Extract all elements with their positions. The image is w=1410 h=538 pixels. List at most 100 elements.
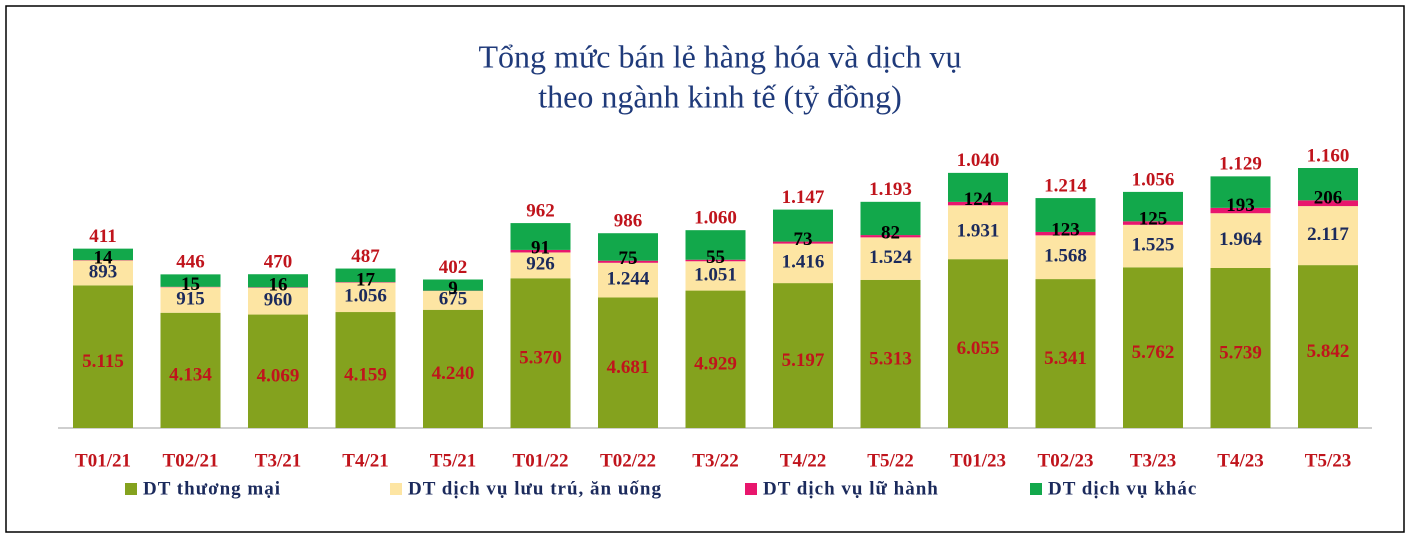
legend-label: DT dịch vụ lữ hành	[763, 478, 939, 499]
value-label: 5.197	[782, 350, 825, 371]
value-label: 1.193	[869, 179, 912, 200]
value-label: 926	[526, 254, 555, 275]
bar-segment	[335, 268, 396, 283]
bar-segment	[1298, 200, 1358, 207]
bar-segment	[423, 279, 483, 291]
bar-segment	[685, 230, 746, 260]
bar-segment	[73, 285, 133, 428]
bar-segment	[598, 233, 658, 261]
bar-segment	[248, 287, 308, 315]
x-tick-label: T02/22	[600, 450, 656, 471]
value-label: 6.055	[957, 338, 1000, 359]
value-label: 5.370	[519, 347, 562, 368]
bar-segment	[948, 201, 1008, 206]
bar-segment	[335, 282, 396, 313]
bar-segment	[1123, 267, 1183, 428]
x-tick-label: T4/22	[780, 450, 826, 471]
x-tick-label: T5/23	[1305, 450, 1351, 471]
value-label: 5.115	[82, 351, 124, 372]
bar-segment	[598, 262, 658, 298]
value-label: 4.929	[694, 354, 737, 375]
legend-label: DT dịch vụ lưu trú, ăn uống	[408, 478, 662, 499]
value-label: 402	[439, 257, 468, 278]
chart-subtitle: theo ngành kinh tế (tỷ đồng)	[538, 78, 901, 114]
bar-segment	[773, 243, 833, 284]
legend-swatch	[1030, 483, 1042, 495]
bar-segment	[685, 290, 746, 428]
value-label: 5.739	[1219, 342, 1262, 363]
bar-segment	[860, 235, 921, 238]
value-label: 470	[264, 252, 293, 273]
bar-segment	[73, 260, 133, 286]
legend-swatch	[390, 483, 402, 495]
value-label: 91	[531, 237, 550, 258]
value-label: 1.056	[344, 286, 387, 307]
value-label: 893	[89, 261, 118, 282]
bar-segment	[1035, 198, 1096, 232]
value-label: 55	[706, 247, 725, 268]
value-label: 9	[448, 278, 458, 299]
value-label: 123	[1051, 219, 1080, 240]
value-label: 14	[94, 247, 114, 268]
value-label: 16	[269, 275, 288, 296]
bar-segment	[948, 259, 1008, 428]
bar-segment	[1035, 231, 1096, 236]
bar-segment	[510, 278, 571, 428]
value-label: 124	[964, 189, 993, 210]
bar-segment	[948, 172, 1008, 202]
value-label: 82	[881, 222, 900, 243]
value-label: 1.160	[1307, 145, 1350, 166]
value-label: 1.214	[1044, 175, 1087, 196]
x-tick-label: T3/22	[692, 450, 738, 471]
value-label: 962	[526, 200, 555, 221]
bar-segment	[685, 261, 746, 291]
bar-segment	[948, 205, 1008, 260]
value-label: 411	[89, 226, 116, 247]
bar-segment	[248, 274, 308, 288]
legend-swatch	[745, 483, 757, 495]
value-label: 1.051	[694, 264, 737, 285]
bar-segment	[860, 201, 921, 236]
bar-segment	[1123, 191, 1183, 222]
value-label: 1.040	[957, 150, 1000, 171]
bar-segment	[773, 283, 833, 428]
bar-segment	[773, 209, 833, 242]
bar-segment	[510, 249, 571, 253]
bar-segment	[1035, 279, 1096, 428]
x-tick-label: T02/23	[1038, 450, 1094, 471]
legend-swatch	[125, 483, 137, 495]
bar-segment	[773, 241, 833, 244]
value-label: 1.931	[957, 221, 1000, 242]
bar-segment	[510, 223, 571, 250]
value-label: 4.681	[607, 357, 650, 378]
bar-segment	[160, 274, 221, 287]
chart-title: Tổng mức bán lẻ hàng hóa và dịch vụ	[479, 38, 962, 74]
bar-segment	[1298, 206, 1358, 266]
value-label: 1.525	[1132, 234, 1175, 255]
value-label: 4.134	[169, 365, 212, 386]
bar-segment	[160, 312, 221, 428]
bar-segment	[1298, 265, 1358, 428]
value-label: 5.341	[1044, 348, 1087, 369]
value-label: 73	[794, 229, 813, 250]
legend-label: DT dịch vụ khác	[1048, 478, 1197, 499]
bar-segment	[1210, 176, 1271, 208]
value-label: 675	[439, 289, 468, 310]
value-label: 5.313	[869, 348, 912, 369]
bar-segment	[860, 237, 921, 280]
value-label: 4.240	[432, 363, 475, 384]
bar-segment	[598, 260, 658, 263]
x-tick-label: T4/23	[1217, 450, 1263, 471]
value-label: 125	[1139, 209, 1168, 230]
value-label: 5.842	[1307, 341, 1350, 362]
value-label: 4.069	[257, 366, 300, 387]
bar-segment	[1210, 207, 1271, 214]
value-label: 960	[264, 290, 293, 311]
value-label: 17	[356, 269, 376, 290]
value-label: 4.159	[344, 364, 387, 385]
value-label: 2.117	[1307, 224, 1349, 245]
bar-segment	[1123, 221, 1183, 225]
value-label: 75	[619, 248, 638, 269]
bar-segment	[160, 287, 221, 313]
